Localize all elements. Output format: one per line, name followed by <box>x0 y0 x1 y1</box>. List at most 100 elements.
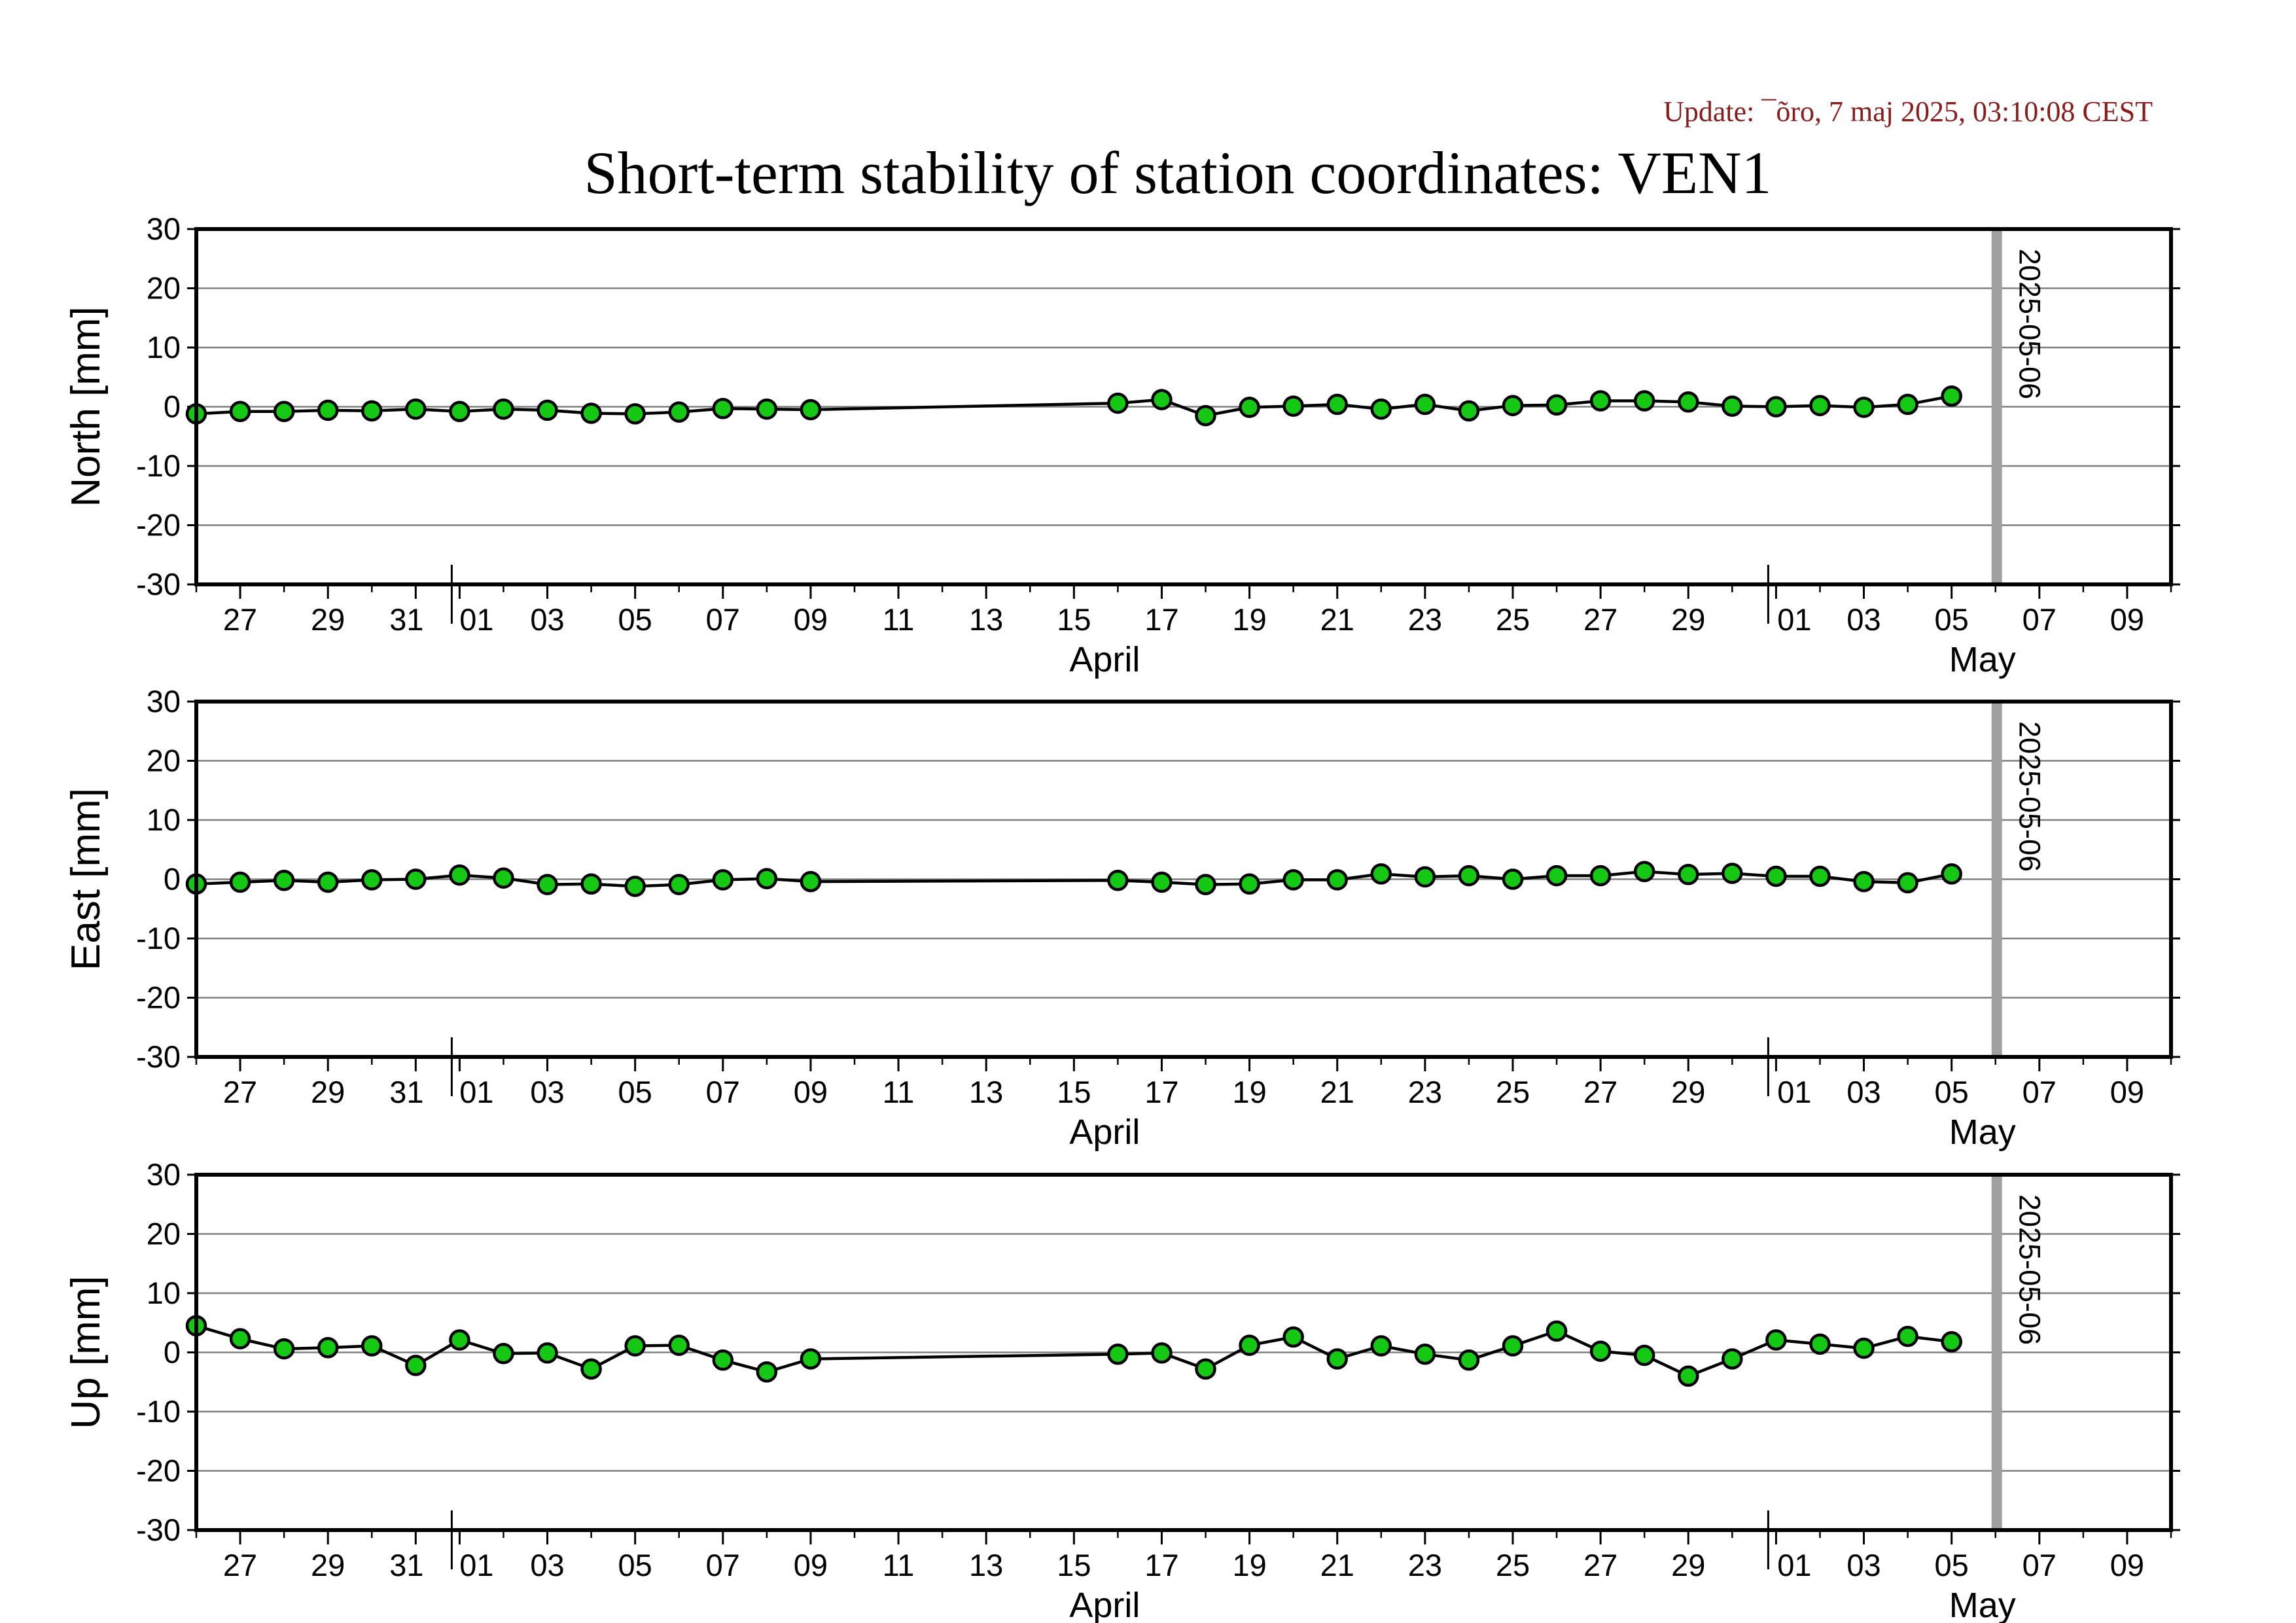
x-tick-label: 03 <box>530 602 564 637</box>
data-point <box>1151 389 1173 410</box>
data-point <box>1239 397 1260 418</box>
x-tick-label: 29 <box>1671 1548 1705 1582</box>
data-point <box>1370 398 1392 420</box>
x-tick-label: 09 <box>794 1075 828 1109</box>
x-tick-label: 11 <box>883 602 915 637</box>
y-tick-label: -20 <box>136 508 181 543</box>
data-point <box>1107 1343 1129 1365</box>
data-point <box>317 871 339 893</box>
x-tick-label: 05 <box>618 1548 652 1582</box>
x-tick-label: 29 <box>311 1548 345 1582</box>
data-point <box>1765 865 1787 887</box>
x-tick-label: 05 <box>1935 1548 1969 1582</box>
panels-container: 30 20 10 0 -10 -20 -30 27 29 31 01 03 05 07 09 11 13 15 17… <box>63 211 2180 1623</box>
x-tick-label: 15 <box>1057 1548 1091 1582</box>
x-tick-label: 11 <box>883 1075 915 1109</box>
data-point <box>1458 1349 1480 1371</box>
x-tick-label: 09 <box>2110 1548 2144 1582</box>
data-point <box>449 864 470 886</box>
data-point <box>624 1335 646 1357</box>
data-point <box>800 1348 822 1370</box>
x-tick-label: 23 <box>1408 602 1442 637</box>
data-point <box>1458 865 1480 887</box>
x-tick-label: 27 <box>1583 1548 1617 1582</box>
x-tick-label: 03 <box>1846 1548 1881 1582</box>
data-point <box>405 398 427 420</box>
x-tick-label: 17 <box>1144 1548 1178 1582</box>
data-point <box>712 397 734 419</box>
data-point <box>273 401 295 422</box>
data-point <box>1853 397 1875 418</box>
x-tick-label: 29 <box>1671 1075 1705 1109</box>
x-tick-label: 11 <box>883 1548 915 1582</box>
y-tick-label: -30 <box>136 1039 181 1074</box>
data-point <box>1326 393 1348 416</box>
data-point <box>229 1328 251 1349</box>
data-point <box>1897 1325 1918 1347</box>
y-tick-label: 30 <box>147 211 181 246</box>
data-point <box>1678 391 1699 413</box>
date-marker-label: 2025-05-06 <box>2013 1194 2047 1345</box>
data-point <box>1589 390 1612 412</box>
data-point <box>712 869 734 891</box>
data-point <box>1941 385 1962 407</box>
data-point <box>1722 395 1743 417</box>
data-point <box>1370 863 1392 885</box>
x-tick-label: 21 <box>1320 1075 1354 1109</box>
data-point <box>1282 869 1304 891</box>
data-point <box>1502 395 1524 416</box>
y-tick-label: 0 <box>164 1335 181 1370</box>
data-point <box>1239 873 1260 895</box>
x-tick-label: 23 <box>1408 1548 1442 1582</box>
y-tick-label: -10 <box>136 1394 181 1429</box>
panel-0: 30 20 10 0 -10 -20 -30 27 29 31 01 03 05 07 09 11 13 15 17… <box>63 211 2180 679</box>
data-point <box>668 1334 690 1356</box>
x-tick-label: 05 <box>1935 602 1969 637</box>
y-tick-label: 20 <box>147 743 181 778</box>
x-tick-label: 27 <box>223 602 257 637</box>
data-point <box>580 873 602 895</box>
data-point <box>537 1342 558 1364</box>
data-point <box>756 398 778 420</box>
x-tick-label: 09 <box>2110 1075 2144 1109</box>
data-point <box>1502 868 1524 890</box>
data-point <box>624 876 646 897</box>
data-point <box>1722 863 1743 884</box>
x-tick-label: 13 <box>969 1548 1003 1582</box>
panel-1: 30 20 10 0 -10 -20 -30 27 29 31 01 03 05 07 09 11 13 15 17… <box>63 684 2180 1152</box>
x-tick-label: 13 <box>969 1075 1003 1109</box>
data-point <box>712 1349 734 1371</box>
data-point <box>1809 865 1831 887</box>
x-tick-label: 01 <box>459 1075 493 1109</box>
data-point <box>1941 1330 1962 1353</box>
data-point <box>800 399 822 421</box>
data-point <box>493 398 514 420</box>
data-point <box>1678 1365 1699 1387</box>
x-tick-label: 29 <box>1671 602 1705 637</box>
data-point <box>1370 1335 1392 1357</box>
y-tick-label: 30 <box>147 684 181 719</box>
x-tick-label: 27 <box>1583 602 1617 637</box>
data-point <box>1765 1329 1787 1351</box>
month-label: April <box>1069 1586 1140 1623</box>
x-tick-label: 09 <box>794 602 828 637</box>
x-tick-label: 03 <box>1846 602 1881 637</box>
data-point <box>1195 404 1216 427</box>
data-point <box>273 870 295 891</box>
x-tick-label: 27 <box>223 1075 257 1109</box>
data-point <box>1151 1342 1173 1364</box>
y-axis-label: Up [mm] <box>63 1275 109 1429</box>
data-point <box>1633 390 1655 412</box>
x-tick-label: 31 <box>389 1548 423 1582</box>
x-tick-label: 03 <box>530 1548 564 1582</box>
data-point <box>624 403 646 425</box>
plot-frame <box>194 700 2173 1059</box>
x-tick-label: 05 <box>618 1075 652 1109</box>
data-point <box>493 1343 514 1364</box>
data-point <box>537 399 558 421</box>
x-tick-label: 29 <box>311 1075 345 1109</box>
x-tick-label: 17 <box>1144 602 1178 637</box>
month-label: April <box>1069 1113 1140 1152</box>
x-tick-label: 19 <box>1232 1075 1266 1109</box>
data-point <box>1897 872 1918 894</box>
